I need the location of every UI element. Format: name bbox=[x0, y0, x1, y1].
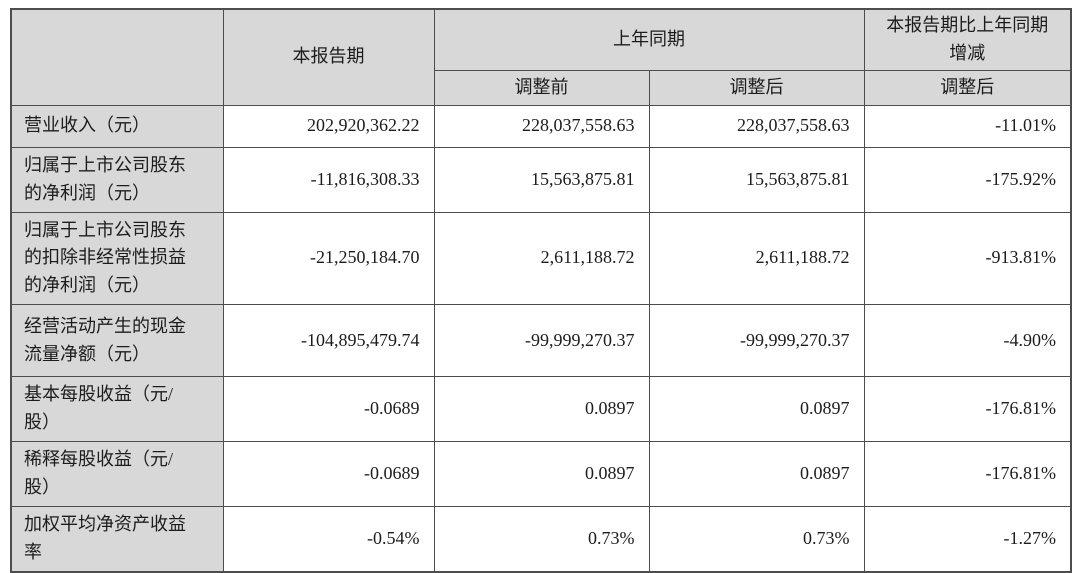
table-row-net-profit: 归属于上市公司股东的净利润（元） -11,816,308.33 15,563,8… bbox=[10, 146, 1072, 213]
prior-before-adjust-value: -99,999,270.37 bbox=[433, 304, 650, 378]
header-sub-before-adjust: 调整前 bbox=[433, 69, 650, 106]
row-label: 经营活动产生的现金流量净额（元） bbox=[10, 304, 224, 378]
change-value: -4.90% bbox=[863, 304, 1072, 378]
header-sub-change-after-adjust: 调整后 bbox=[863, 69, 1072, 106]
header-current-period: 本报告期 bbox=[222, 8, 435, 106]
change-value: -176.81% bbox=[863, 376, 1072, 443]
change-value: -1.27% bbox=[863, 505, 1072, 573]
current-period-value: -104,895,479.74 bbox=[222, 304, 435, 378]
header-sub-after-adjust: 调整后 bbox=[648, 69, 865, 106]
prior-after-adjust-value: 228,037,558.63 bbox=[648, 104, 865, 148]
prior-before-adjust-value: 2,611,188.72 bbox=[433, 211, 650, 306]
change-value: -913.81% bbox=[863, 211, 1072, 306]
prior-before-adjust-value: 0.0897 bbox=[433, 441, 650, 507]
financial-summary-table: 本报告期 上年同期 本报告期比上年同期增减 调整前 调整后 调整后 营业收入（元… bbox=[10, 8, 1072, 573]
row-label: 基本每股收益（元/股） bbox=[10, 376, 224, 443]
current-period-value: -0.0689 bbox=[222, 376, 435, 443]
prior-after-adjust-value: 0.0897 bbox=[648, 441, 865, 507]
prior-before-adjust-value: 228,037,558.63 bbox=[433, 104, 650, 148]
prior-before-adjust-value: 0.0897 bbox=[433, 376, 650, 443]
table-header: 本报告期 上年同期 本报告期比上年同期增减 调整前 调整后 调整后 bbox=[10, 8, 1072, 106]
prior-after-adjust-value: 2,611,188.72 bbox=[648, 211, 865, 306]
current-period-value: -11,816,308.33 bbox=[222, 146, 435, 213]
row-label: 归属于上市公司股东的净利润（元） bbox=[10, 146, 224, 213]
header-row-2: 调整前 调整后 调整后 bbox=[11, 69, 1072, 106]
current-period-value: -21,250,184.70 bbox=[222, 211, 435, 306]
prior-after-adjust-value: 0.0897 bbox=[648, 376, 865, 443]
table-row-operating-revenue: 营业收入（元） 202,920,362.22 228,037,558.63 22… bbox=[10, 104, 1072, 148]
current-period-value: 202,920,362.22 bbox=[222, 104, 435, 148]
row-label: 稀释每股收益（元/股） bbox=[10, 441, 224, 507]
row-label: 营业收入（元） bbox=[10, 104, 224, 148]
table-row-basic-eps: 基本每股收益（元/股） -0.0689 0.0897 0.0897 -176.8… bbox=[10, 376, 1072, 443]
change-value: -176.81% bbox=[863, 441, 1072, 507]
prior-after-adjust-value: 0.73% bbox=[648, 505, 865, 573]
change-value: -175.92% bbox=[863, 146, 1072, 213]
header-row-1: 本报告期 上年同期 本报告期比上年同期增减 bbox=[10, 8, 1072, 106]
table-row-diluted-eps: 稀释每股收益（元/股） -0.0689 0.0897 0.0897 -176.8… bbox=[10, 441, 1072, 507]
header-prior-period: 上年同期 bbox=[433, 8, 865, 71]
current-period-value: -0.54% bbox=[222, 505, 435, 573]
prior-before-adjust-value: 0.73% bbox=[433, 505, 650, 573]
header-change-title: 本报告期比上年同期增减 bbox=[863, 8, 1072, 71]
prior-before-adjust-value: 15,563,875.81 bbox=[433, 146, 650, 213]
change-value: -11.01% bbox=[863, 104, 1072, 148]
financial-summary-table-container: 本报告期 上年同期 本报告期比上年同期增减 调整前 调整后 调整后 营业收入（元… bbox=[10, 8, 1072, 573]
current-period-value: -0.0689 bbox=[222, 441, 435, 507]
row-label: 归属于上市公司股东的扣除非经常性损益的净利润（元） bbox=[10, 211, 224, 306]
table-row-net-profit-excl-nonrecurring: 归属于上市公司股东的扣除非经常性损益的净利润（元） -21,250,184.70… bbox=[10, 211, 1072, 306]
table-row-operating-cash-flow: 经营活动产生的现金流量净额（元） -104,895,479.74 -99,999… bbox=[10, 304, 1072, 378]
table-row-weighted-avg-roe: 加权平均净资产收益率 -0.54% 0.73% 0.73% -1.27% bbox=[10, 505, 1072, 573]
prior-after-adjust-value: 15,563,875.81 bbox=[648, 146, 865, 213]
table-body: 营业收入（元） 202,920,362.22 228,037,558.63 22… bbox=[10, 104, 1072, 573]
header-corner-cell bbox=[10, 8, 224, 106]
prior-after-adjust-value: -99,999,270.37 bbox=[648, 304, 865, 378]
row-label: 加权平均净资产收益率 bbox=[10, 505, 224, 573]
